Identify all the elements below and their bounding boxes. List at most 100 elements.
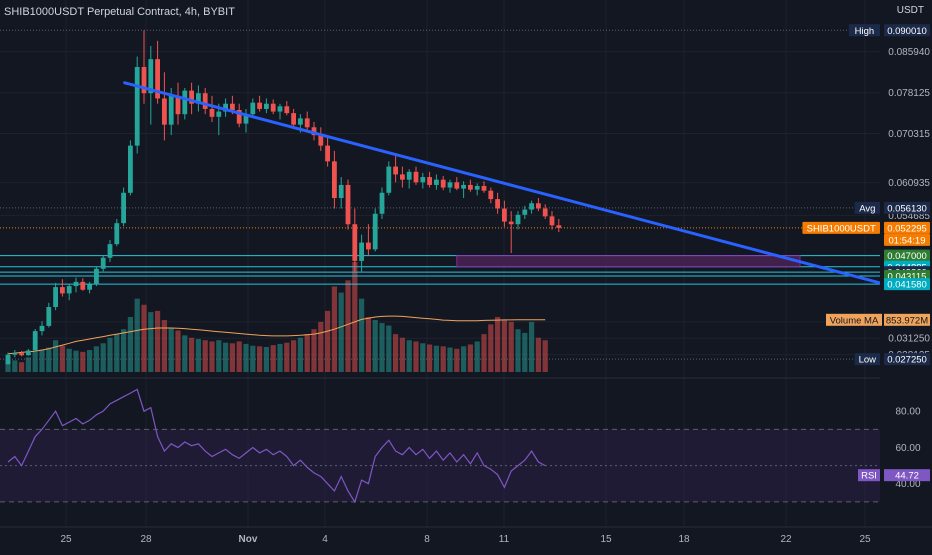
volume-bar (114, 334, 120, 372)
candle-body (536, 203, 541, 209)
candle-body (121, 192, 126, 224)
price-name-text: Low (859, 355, 877, 366)
candle-body (80, 281, 86, 290)
volume-bar (420, 343, 426, 372)
time-tick-label: 25 (60, 534, 72, 545)
candle-body (175, 95, 181, 115)
volume-bar (216, 340, 222, 372)
volume-bar (447, 347, 453, 372)
candle-body (196, 93, 201, 104)
price-name-badge (848, 24, 880, 37)
price-tick-label: 0.054685 (888, 211, 930, 222)
time-tick-label: 28 (140, 534, 152, 545)
candle-body (270, 103, 276, 112)
candle-body (311, 127, 317, 136)
volume-bar (542, 340, 548, 372)
time-tick-label: 22 (780, 534, 792, 545)
drawings-layer[interactable] (123, 81, 882, 285)
candle-body (284, 106, 290, 114)
volume-ma-name: Volume MA (830, 315, 879, 326)
volume-bar (325, 310, 331, 372)
volume-ma-value: 853.972M (886, 315, 928, 326)
chart-title: SHIB1000USDT Perpetual Contract, 4h, BYB… (4, 6, 235, 18)
candle-body (216, 111, 222, 117)
price-value-badge (884, 201, 930, 214)
volume-bar (488, 324, 494, 372)
volume-bar (32, 351, 38, 372)
volume-bar (59, 345, 65, 372)
currency-label[interactable]: USDT (894, 4, 926, 17)
candle-body (379, 192, 385, 214)
candle-body (474, 185, 480, 190)
candle-body (447, 182, 453, 188)
price-value-text: 0.041580 (887, 280, 927, 291)
time-axis[interactable]: 25 28 Nov 4 8 11 15 18 22 25 (0, 526, 932, 550)
candle-body (26, 350, 31, 356)
volume-bar (202, 340, 208, 372)
candle-body (508, 221, 514, 225)
volume-bar (454, 348, 460, 372)
price-name-badge (802, 221, 880, 234)
volume-bar (393, 334, 399, 372)
price-value-text: 0.090010 (887, 26, 927, 37)
candle-body (325, 145, 330, 162)
volume-bar (127, 317, 133, 372)
candle-body (19, 353, 24, 356)
candle-body (549, 216, 555, 226)
candle-body (434, 179, 439, 185)
volume-bar (433, 345, 439, 372)
volume-bar (73, 350, 79, 372)
candle-body (202, 93, 208, 109)
volume-bar (161, 320, 167, 372)
volume-bar (338, 292, 344, 372)
rsi-tick-label: 40.00 (895, 479, 920, 490)
candle-body (141, 67, 147, 94)
price-tick-label: 0.031250 (888, 334, 930, 345)
candle-body (264, 103, 269, 109)
volume-ma-name-badge (826, 313, 882, 326)
volume-bar (427, 344, 433, 372)
candle-body (107, 244, 113, 258)
price-value-text: 0.027250 (887, 355, 927, 366)
volume-bar (66, 348, 72, 372)
price-value-text: 0.056130 (887, 203, 927, 214)
trendline-drawing[interactable] (123, 81, 882, 285)
volume-bar (195, 339, 201, 372)
volume-bar (495, 317, 501, 372)
candle-body (189, 90, 194, 104)
volume-bar (359, 298, 365, 372)
volume-bar (80, 351, 86, 372)
countdown-text: 01:54:19 (889, 235, 926, 246)
volume-bar (12, 360, 18, 372)
support-zone-rect[interactable] (456, 255, 801, 268)
candle-body (468, 184, 473, 190)
time-tick-label: 4 (322, 534, 328, 545)
volume-bar (508, 321, 514, 372)
candle-body (420, 177, 426, 183)
price-value-badge (884, 24, 930, 37)
candle-body (515, 214, 521, 225)
rsi-series-line (7, 388, 546, 504)
volume-bar (263, 346, 269, 372)
candle-body (277, 106, 283, 112)
volume-bar (515, 329, 521, 372)
volume-bar (481, 334, 487, 372)
volume-bar (175, 330, 181, 372)
rsi-value: 44.72 (895, 471, 919, 482)
candle-body (46, 307, 52, 326)
volume-bar (535, 337, 541, 372)
volume-bar (229, 343, 235, 372)
price-name-badge (854, 353, 880, 366)
time-tick-label: 18 (678, 534, 690, 545)
volume-ma-value-badge (884, 313, 930, 326)
candle-body (230, 103, 235, 110)
price-name-text: SHIB1000USDT (807, 223, 876, 234)
volume-bar (379, 323, 385, 372)
volume-bar (522, 332, 528, 372)
volume-bar (155, 310, 161, 372)
candle-body (386, 166, 392, 193)
price-value-badge (884, 221, 930, 234)
rsi-tick-label: 60.00 (895, 443, 920, 454)
